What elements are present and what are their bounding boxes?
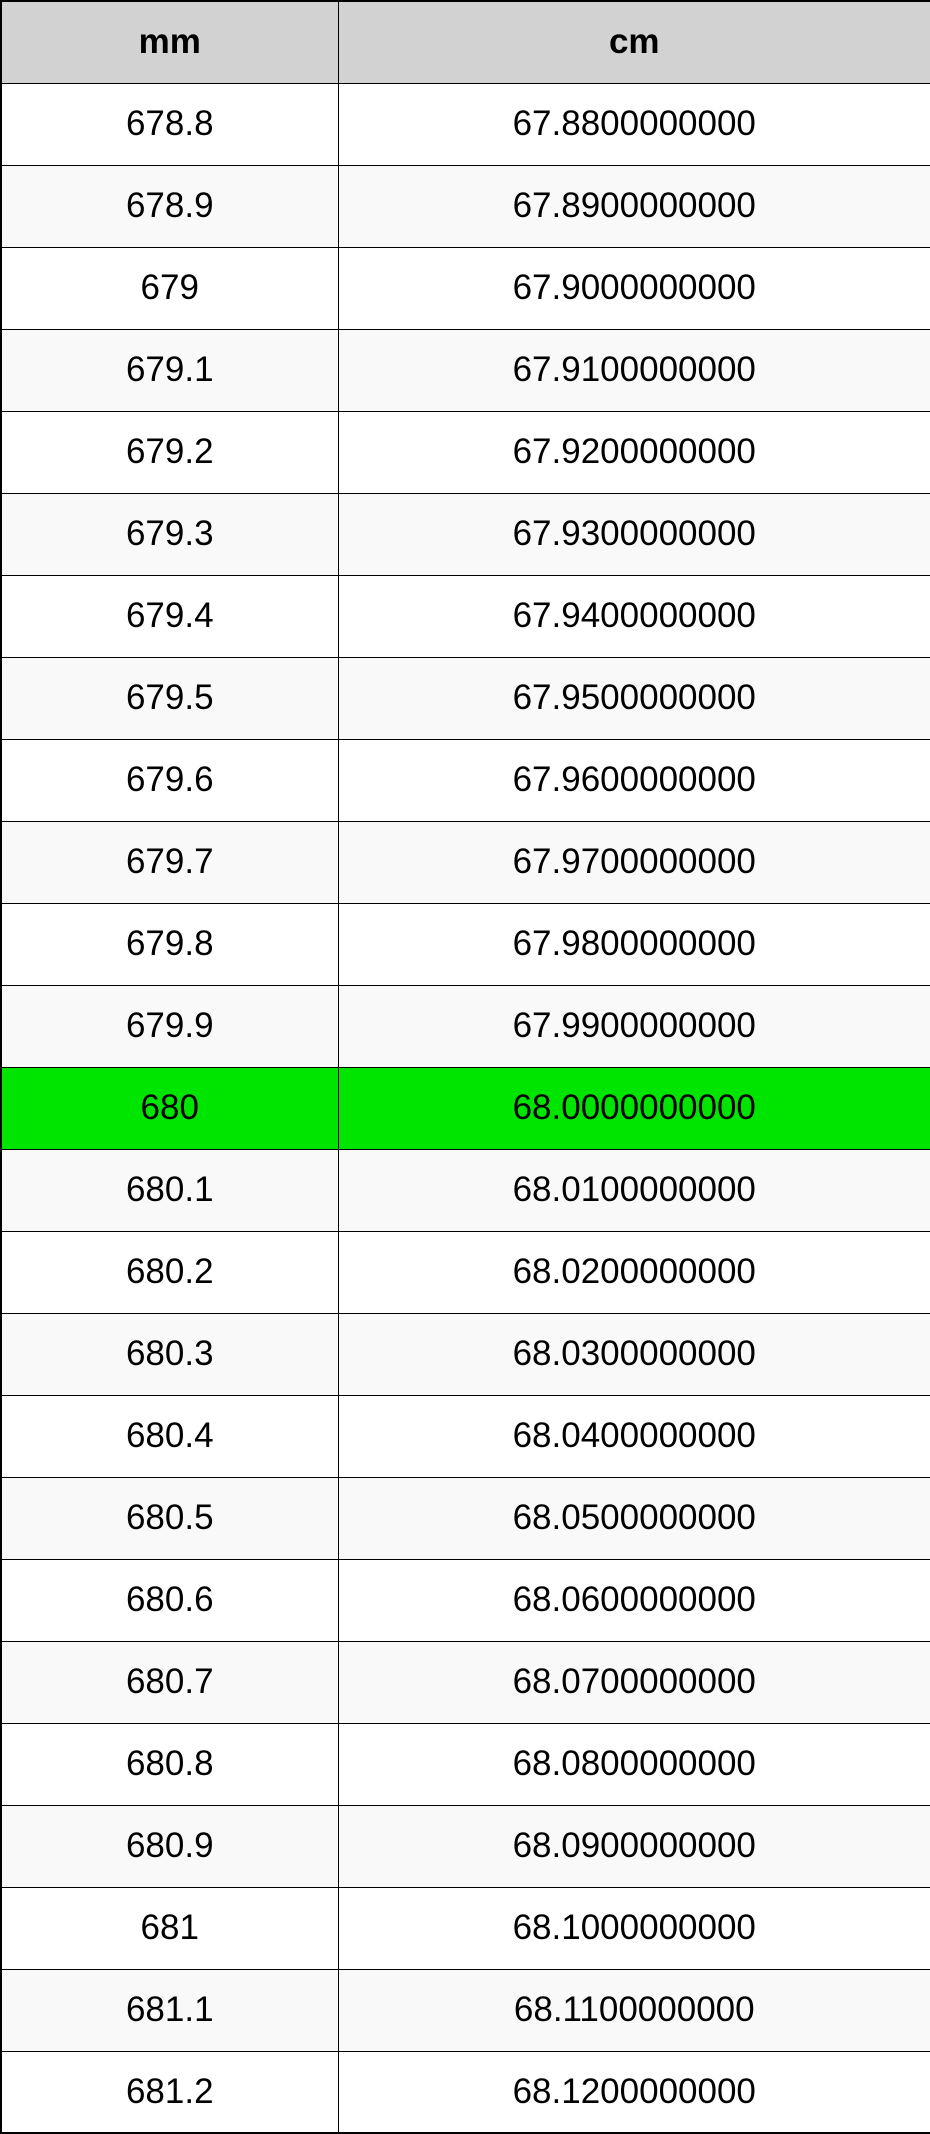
table-row: 680.568.0500000000 — [1, 1477, 930, 1559]
cell-cm: 67.9800000000 — [338, 903, 930, 985]
cell-cm: 67.9700000000 — [338, 821, 930, 903]
table-row: 680.468.0400000000 — [1, 1395, 930, 1477]
table-row: 679.267.9200000000 — [1, 411, 930, 493]
table-row: 681.168.1100000000 — [1, 1969, 930, 2051]
cell-cm: 67.9400000000 — [338, 575, 930, 657]
cell-cm: 67.9100000000 — [338, 329, 930, 411]
table-row: 679.467.9400000000 — [1, 575, 930, 657]
table-row: 68068.0000000000 — [1, 1067, 930, 1149]
cell-mm: 680.9 — [1, 1805, 338, 1887]
cell-mm: 679.8 — [1, 903, 338, 985]
cell-mm: 679.1 — [1, 329, 338, 411]
cell-mm: 679.3 — [1, 493, 338, 575]
cell-cm: 68.0800000000 — [338, 1723, 930, 1805]
cell-mm: 679.2 — [1, 411, 338, 493]
table-row: 678.867.8800000000 — [1, 83, 930, 165]
cell-mm: 680.1 — [1, 1149, 338, 1231]
table-row: 680.268.0200000000 — [1, 1231, 930, 1313]
cell-mm: 680.2 — [1, 1231, 338, 1313]
cell-mm: 680.5 — [1, 1477, 338, 1559]
cell-mm: 679 — [1, 247, 338, 329]
cell-cm: 68.0500000000 — [338, 1477, 930, 1559]
conversion-table: mm cm 678.867.8800000000678.967.89000000… — [0, 0, 930, 2134]
cell-mm: 680.4 — [1, 1395, 338, 1477]
cell-cm: 67.9900000000 — [338, 985, 930, 1067]
cell-cm: 67.8800000000 — [338, 83, 930, 165]
table-row: 680.668.0600000000 — [1, 1559, 930, 1641]
table-row: 681.268.1200000000 — [1, 2051, 930, 2133]
cell-mm: 678.8 — [1, 83, 338, 165]
cell-mm: 680.3 — [1, 1313, 338, 1395]
table-row: 678.967.8900000000 — [1, 165, 930, 247]
table-row: 679.667.9600000000 — [1, 739, 930, 821]
cell-cm: 68.0400000000 — [338, 1395, 930, 1477]
table-row: 679.167.9100000000 — [1, 329, 930, 411]
table-header-row: mm cm — [1, 1, 930, 83]
cell-cm: 68.0300000000 — [338, 1313, 930, 1395]
cell-mm: 679.5 — [1, 657, 338, 739]
cell-mm: 681.2 — [1, 2051, 338, 2133]
table-row: 680.368.0300000000 — [1, 1313, 930, 1395]
table-row: 680.168.0100000000 — [1, 1149, 930, 1231]
table-row: 67967.9000000000 — [1, 247, 930, 329]
cell-cm: 67.9500000000 — [338, 657, 930, 739]
table-row: 679.767.9700000000 — [1, 821, 930, 903]
cell-mm: 681.1 — [1, 1969, 338, 2051]
cell-mm: 680 — [1, 1067, 338, 1149]
cell-cm: 68.0900000000 — [338, 1805, 930, 1887]
table-body: 678.867.8800000000678.967.89000000006796… — [1, 83, 930, 2133]
cell-mm: 680.6 — [1, 1559, 338, 1641]
cell-cm: 67.9600000000 — [338, 739, 930, 821]
cell-cm: 68.0600000000 — [338, 1559, 930, 1641]
cell-cm: 67.9000000000 — [338, 247, 930, 329]
cell-mm: 681 — [1, 1887, 338, 1969]
cell-mm: 679.6 — [1, 739, 338, 821]
table-row: 679.367.9300000000 — [1, 493, 930, 575]
cell-mm: 679.9 — [1, 985, 338, 1067]
table-row: 680.768.0700000000 — [1, 1641, 930, 1723]
cell-mm: 679.4 — [1, 575, 338, 657]
cell-cm: 68.0000000000 — [338, 1067, 930, 1149]
cell-cm: 67.9300000000 — [338, 493, 930, 575]
cell-cm: 68.0200000000 — [338, 1231, 930, 1313]
column-header-cm: cm — [338, 1, 930, 83]
cell-cm: 67.8900000000 — [338, 165, 930, 247]
table-row: 679.567.9500000000 — [1, 657, 930, 739]
table-row: 680.868.0800000000 — [1, 1723, 930, 1805]
cell-mm: 680.8 — [1, 1723, 338, 1805]
cell-mm: 678.9 — [1, 165, 338, 247]
cell-cm: 68.0700000000 — [338, 1641, 930, 1723]
cell-mm: 679.7 — [1, 821, 338, 903]
cell-cm: 68.1100000000 — [338, 1969, 930, 2051]
table-row: 68168.1000000000 — [1, 1887, 930, 1969]
table-row: 679.967.9900000000 — [1, 985, 930, 1067]
column-header-mm: mm — [1, 1, 338, 83]
cell-cm: 68.1000000000 — [338, 1887, 930, 1969]
cell-cm: 68.1200000000 — [338, 2051, 930, 2133]
table-row: 679.867.9800000000 — [1, 903, 930, 985]
cell-cm: 68.0100000000 — [338, 1149, 930, 1231]
table-row: 680.968.0900000000 — [1, 1805, 930, 1887]
cell-cm: 67.9200000000 — [338, 411, 930, 493]
cell-mm: 680.7 — [1, 1641, 338, 1723]
